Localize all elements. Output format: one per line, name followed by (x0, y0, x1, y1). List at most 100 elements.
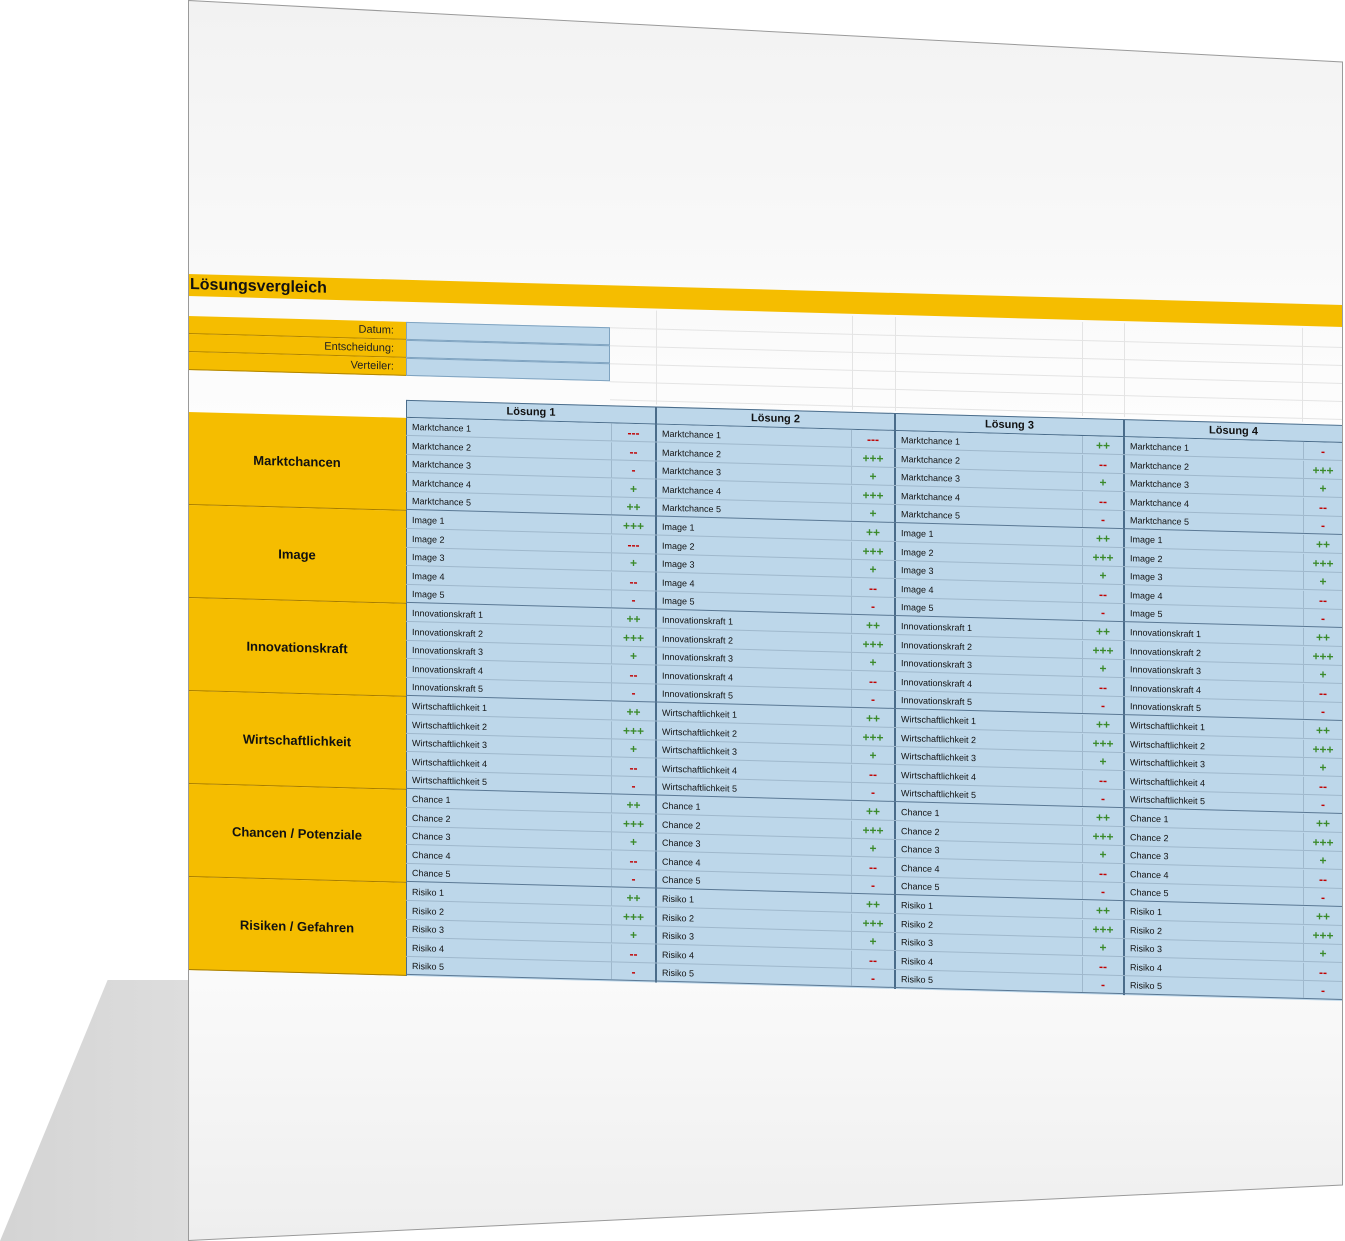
criterion-label[interactable]: Image 3 (412, 552, 445, 564)
rating-cell[interactable]: + (869, 506, 877, 521)
criterion-label[interactable]: Chance 4 (662, 856, 701, 868)
criterion-label[interactable]: Risiko 5 (412, 961, 445, 973)
rating-cell[interactable]: +++ (622, 723, 645, 738)
criterion-label[interactable]: Innovationskraft 1 (412, 608, 484, 620)
rating-cell[interactable]: -- (869, 860, 877, 875)
rating-cell[interactable]: - (631, 779, 636, 794)
criterion-label[interactable]: Risiko 3 (412, 924, 445, 936)
rating-cell[interactable]: -- (629, 574, 638, 589)
rating-cell[interactable]: +++ (1092, 642, 1114, 658)
rating-cell[interactable]: +++ (1312, 648, 1334, 664)
rating-cell[interactable]: - (1321, 704, 1325, 719)
criterion-label[interactable]: Marktchance 2 (1130, 459, 1190, 472)
rating-cell[interactable]: - (1321, 518, 1325, 533)
rating-cell[interactable]: ++ (1315, 816, 1330, 831)
criterion-label[interactable]: Image 3 (1130, 571, 1163, 583)
criterion-label[interactable]: Marktchance 5 (412, 496, 472, 508)
criterion-label[interactable]: Image 4 (412, 570, 445, 582)
criterion-label[interactable]: Wirtschaftlichkeit 4 (662, 763, 738, 776)
criterion-label[interactable]: Marktchance 4 (662, 484, 722, 497)
rating-cell[interactable]: - (871, 599, 875, 614)
criterion-label[interactable]: Image 1 (901, 528, 934, 539)
criterion-label[interactable]: Wirtschaftlichkeit 3 (1130, 757, 1206, 770)
rating-cell[interactable]: + (869, 841, 877, 856)
criterion-label[interactable]: Image 1 (662, 521, 695, 533)
rating-cell[interactable]: + (1099, 754, 1107, 769)
criterion-label[interactable]: Image 4 (662, 577, 695, 589)
criterion-label[interactable]: Risiko 2 (662, 912, 695, 924)
criterion-label[interactable]: Innovationskraft 3 (662, 651, 734, 664)
rating-cell[interactable]: - (631, 593, 636, 608)
criterion-label[interactable]: Innovationskraft 1 (1130, 627, 1202, 640)
rating-cell[interactable]: - (631, 463, 636, 478)
criterion-label[interactable]: Image 2 (662, 540, 695, 552)
criterion-label[interactable]: Innovationskraft 2 (1130, 645, 1202, 658)
criterion-label[interactable]: Innovationskraft 2 (901, 639, 973, 652)
criterion-label[interactable]: Marktchance 3 (412, 459, 472, 471)
criterion-label[interactable]: Chance 1 (412, 794, 451, 806)
criterion-label[interactable]: Risiko 1 (412, 887, 445, 898)
rating-cell[interactable]: -- (629, 444, 638, 459)
criterion-label[interactable]: Image 2 (412, 533, 445, 545)
rating-cell[interactable]: +++ (862, 487, 884, 503)
criterion-label[interactable]: Wirtschaftlichkeit 4 (1130, 776, 1206, 789)
rating-cell[interactable]: +++ (1312, 462, 1334, 478)
rating-cell[interactable]: +++ (862, 450, 884, 466)
rating-cell[interactable]: - (631, 686, 636, 701)
rating-cell[interactable]: - (871, 971, 875, 986)
criterion-label[interactable]: Marktchance 4 (901, 490, 961, 503)
rating-cell[interactable]: +++ (622, 630, 645, 645)
rating-cell[interactable]: ++ (626, 500, 641, 515)
criterion-label[interactable]: Risiko 3 (662, 930, 695, 942)
criterion-label[interactable]: Chance 3 (1130, 850, 1169, 862)
rating-cell[interactable]: ++ (1315, 537, 1330, 552)
rating-cell[interactable]: -- (1099, 866, 1107, 881)
rating-cell[interactable]: + (1319, 853, 1327, 868)
criterion-label[interactable]: Image 1 (412, 515, 445, 526)
criterion-label[interactable]: Wirtschaftlichkeit 2 (901, 732, 977, 745)
criterion-label[interactable]: Wirtschaftlichkeit 2 (662, 726, 738, 739)
rating-cell[interactable]: + (869, 934, 877, 949)
criterion-label[interactable]: Innovationskraft 4 (412, 663, 484, 676)
rating-cell[interactable]: - (1321, 611, 1325, 626)
criterion-label[interactable]: Wirtschaftlichkeit 4 (901, 769, 977, 782)
criterion-label[interactable]: Chance 2 (1130, 831, 1169, 843)
rating-cell[interactable]: -- (629, 667, 638, 682)
criterion-label[interactable]: Marktchance 3 (1130, 478, 1190, 491)
criterion-label[interactable]: Wirtschaftlichkeit 3 (901, 751, 977, 764)
criterion-label[interactable]: Innovationskraft 5 (1130, 701, 1202, 714)
criterion-label[interactable]: Risiko 4 (662, 949, 695, 961)
criterion-label[interactable]: Chance 1 (1130, 813, 1169, 825)
rating-cell[interactable]: -- (1319, 500, 1327, 515)
rating-cell[interactable]: -- (1319, 872, 1327, 887)
rating-cell[interactable]: +++ (1092, 735, 1114, 751)
rating-cell[interactable]: ++ (865, 804, 880, 819)
rating-cell[interactable]: + (629, 928, 637, 943)
criterion-label[interactable]: Image 5 (412, 589, 445, 601)
criterion-label[interactable]: Marktchance 2 (901, 453, 961, 466)
rating-cell[interactable]: -- (1319, 686, 1327, 701)
rating-cell[interactable]: + (629, 835, 637, 850)
rating-cell[interactable]: + (629, 556, 637, 571)
criterion-label[interactable]: Chance 4 (412, 849, 451, 861)
rating-cell[interactable]: - (1321, 890, 1325, 905)
criterion-label[interactable]: Risiko 1 (901, 900, 934, 911)
criterion-label[interactable]: Innovationskraft 3 (412, 645, 484, 658)
rating-cell[interactable]: ++ (1095, 717, 1110, 732)
rating-cell[interactable]: + (629, 481, 637, 496)
criterion-label[interactable]: Innovationskraft 2 (412, 626, 484, 639)
criterion-label[interactable]: Risiko 4 (412, 942, 445, 954)
criterion-label[interactable]: Chance 3 (901, 844, 940, 856)
criterion-label[interactable]: Chance 1 (662, 800, 701, 812)
criterion-label[interactable]: Wirtschaftlichkeit 4 (412, 756, 488, 769)
criterion-label[interactable]: Image 4 (1130, 590, 1163, 601)
rating-cell[interactable]: ++ (1315, 723, 1330, 738)
rating-cell[interactable]: -- (1099, 773, 1107, 788)
rating-cell[interactable]: - (1321, 444, 1325, 459)
criterion-label[interactable]: Image 5 (1130, 608, 1163, 620)
criterion-label[interactable]: Marktchance 3 (662, 465, 722, 478)
rating-cell[interactable]: -- (1099, 494, 1107, 509)
rating-cell[interactable]: ++ (865, 897, 880, 912)
criterion-label[interactable]: Marktchance 4 (1130, 497, 1190, 509)
rating-cell[interactable]: ++ (626, 890, 641, 906)
